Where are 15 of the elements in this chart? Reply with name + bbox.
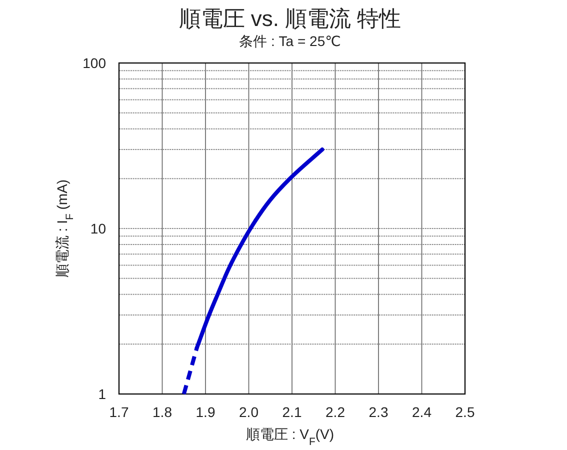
- x-tick-label: 1.7: [109, 404, 129, 420]
- chart-subtitle: 条件 : Ta = 25℃: [239, 33, 341, 49]
- chart-title: 順電圧 vs. 順電流 特性: [178, 6, 402, 31]
- x-tick-label: 2.3: [368, 404, 388, 420]
- y-tick-label: 10: [90, 220, 106, 236]
- x-tick-label: 2.4: [412, 404, 432, 420]
- x-tick-label: 1.8: [152, 404, 172, 420]
- x-tick-label: 2.5: [455, 404, 475, 420]
- x-tick-label: 1.9: [196, 404, 216, 420]
- x-axis-title: 順電圧 : V$_{F}$(V): [246, 426, 334, 448]
- x-tick-label: 2.0: [239, 404, 259, 420]
- x-tick-label: 2.2: [326, 404, 346, 420]
- y-tick-label: 1: [98, 386, 106, 402]
- x-tick-label: 2.1: [282, 404, 302, 420]
- y-tick-label: 100: [82, 55, 106, 71]
